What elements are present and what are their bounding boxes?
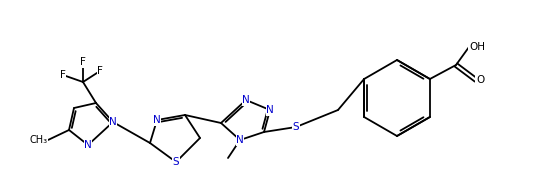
Text: N: N: [84, 140, 92, 150]
Text: N: N: [153, 115, 161, 125]
Text: N: N: [109, 117, 117, 127]
Text: N: N: [236, 135, 244, 145]
Text: CH₃: CH₃: [30, 135, 48, 145]
Text: S: S: [293, 122, 299, 132]
Text: F: F: [80, 57, 86, 67]
Text: F: F: [97, 66, 103, 76]
Text: S: S: [173, 157, 180, 167]
Text: N: N: [266, 105, 274, 115]
Text: O: O: [476, 75, 484, 85]
Text: F: F: [60, 70, 66, 80]
Text: OH: OH: [469, 42, 485, 52]
Text: N: N: [242, 95, 250, 105]
